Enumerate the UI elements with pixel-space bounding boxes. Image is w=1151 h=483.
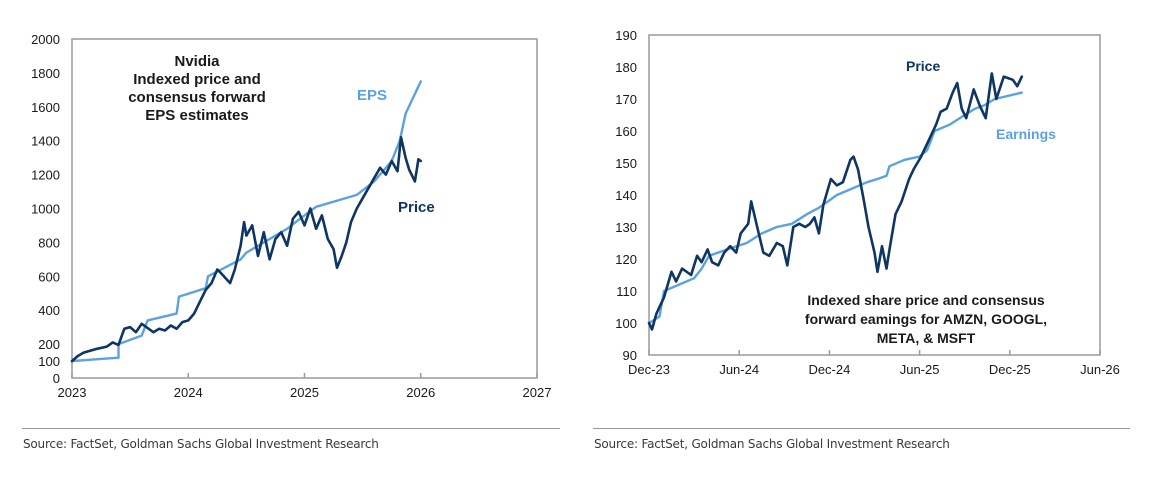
x-tick-label: 2026 [406, 385, 435, 400]
left-source-note: Source: FactSet, Goldman Sachs Global In… [23, 437, 379, 451]
series-line-earnings [647, 91, 1023, 325]
y-tick-label: 1400 [31, 134, 60, 149]
right-axes [648, 34, 1101, 356]
y-tick-label: 190 [615, 28, 637, 43]
left-axes [71, 38, 538, 379]
y-tick-label: 110 [616, 284, 637, 299]
y-tick-label: 150 [615, 156, 637, 171]
hyperscalers-chart-title-line-3: META, & MSFT [877, 330, 976, 346]
y-tick-label: 170 [615, 92, 637, 107]
right-source-note: Source: FactSet, Goldman Sachs Global In… [594, 437, 950, 451]
nvidia-chart: 2023 2024 2025 2026 2027 0 100 200 400 600 800 1000… [31, 32, 551, 400]
x-tick-label: 2025 [290, 385, 319, 400]
plot-frame [648, 34, 1101, 356]
x-tick-label: Dec-24 [808, 362, 850, 377]
x-tick-label: Dec-25 [989, 362, 1031, 377]
hyperscalers-chart: Dec-23 Jun-24 Dec-24 Jun-25 Dec-25 Jun-26 90 10… [615, 28, 1120, 377]
y-tick-label: 140 [615, 188, 637, 203]
x-tick-label: 2023 [58, 385, 87, 400]
right-series [647, 72, 1024, 331]
y-tick-label: 180 [615, 60, 637, 75]
x-tick-label: 2024 [174, 385, 203, 400]
y-tick-label: 90 [623, 348, 637, 363]
price-series-label: Price [398, 199, 435, 216]
hyperscalers-chart-title-line-1: Indexed share price and consensus [807, 292, 1045, 308]
x-tick-label: Dec-23 [628, 362, 670, 377]
left-tick-labels: 2023 2024 2025 2026 2027 0 100 200 400 600 800 1000… [31, 32, 551, 400]
y-tick-label: 160 [615, 124, 637, 139]
nvidia-chart-title-line-4: EPS estimates [145, 107, 248, 124]
y-tick-label: 2000 [31, 32, 60, 47]
left-source-divider [22, 428, 560, 429]
y-tick-label: 1600 [31, 100, 60, 115]
series-line-eps [70, 80, 422, 363]
y-tick-label: 1000 [31, 202, 60, 217]
nvidia-chart-title-line-3: consensus forward [128, 89, 266, 106]
y-tick-label: 130 [615, 220, 637, 235]
series-line-price [70, 136, 423, 363]
y-tick-label: 1800 [31, 66, 60, 81]
series-line-price [647, 72, 1024, 331]
x-tick-label: Jun-24 [719, 362, 759, 377]
hyperscalers-chart-title-line-2: forward eamings for AMZN, GOOGL, [805, 311, 1047, 327]
y-tick-label: 400 [38, 303, 60, 318]
hyperscalers-price-label: Price [906, 58, 940, 74]
y-tick-label: 800 [38, 235, 60, 250]
nvidia-chart-title-line-2: Indexed price and [133, 71, 261, 88]
x-tick-label: 2027 [523, 385, 552, 400]
y-tick-label: 200 [38, 337, 60, 352]
y-tick-label: 100 [615, 316, 637, 331]
y-tick-label: 100 [38, 354, 60, 369]
y-tick-label: 1200 [31, 168, 60, 183]
y-tick-label: 600 [38, 269, 60, 284]
x-tick-label: Jun-25 [900, 362, 940, 377]
nvidia-chart-title-line-1: Nvidia [174, 53, 220, 70]
x-tick-label: Jun-26 [1080, 362, 1120, 377]
right-source-divider [593, 428, 1130, 429]
y-tick-label: 0 [53, 371, 60, 386]
right-tick-labels: Dec-23 Jun-24 Dec-24 Jun-25 Dec-25 Jun-26 90 10… [615, 28, 1120, 377]
earnings-series-label: Earnings [996, 126, 1056, 142]
y-tick-label: 120 [615, 252, 637, 267]
eps-series-label: EPS [357, 87, 387, 104]
left-series [70, 80, 423, 363]
